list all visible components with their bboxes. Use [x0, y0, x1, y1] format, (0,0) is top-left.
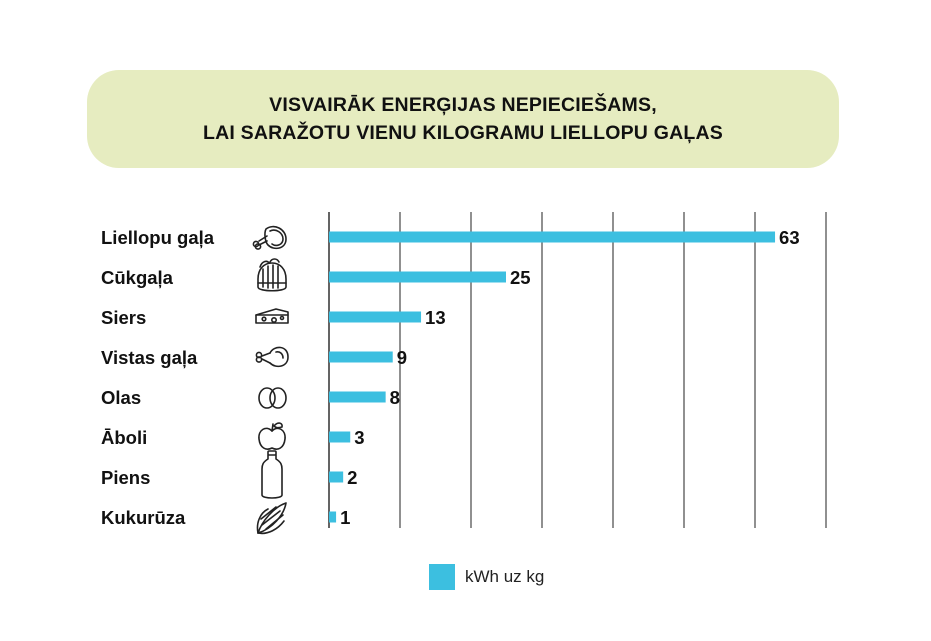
title-banner: VISVAIRĀK ENERĢIJAS NEPIECIEŠAMS, LAI SA… [87, 70, 839, 168]
bar [329, 471, 344, 483]
title-line-1: VISVAIRĀK ENERĢIJAS NEPIECIEŠAMS, [269, 94, 657, 116]
apple-icon [258, 422, 286, 450]
category-label: Vistas gaļa [101, 347, 198, 368]
legend-swatch [429, 564, 455, 590]
category-label: Āboli [101, 427, 147, 448]
value-label: 3 [354, 427, 364, 448]
legend-label: kWh uz kg [465, 567, 545, 586]
bar [329, 311, 422, 323]
category-label: Siers [101, 307, 146, 328]
category-label: Kukurūza [101, 507, 186, 528]
value-label: 9 [397, 347, 407, 368]
value-label: 63 [779, 227, 800, 248]
eggs-icon [258, 387, 287, 409]
bar [329, 351, 393, 363]
corn-icon [256, 502, 287, 535]
value-label: 2 [347, 467, 357, 488]
value-label: 1 [340, 507, 350, 528]
bar [329, 391, 386, 403]
value-label: 25 [510, 267, 531, 288]
pork-ribs-icon [257, 258, 287, 292]
value-label: 8 [390, 387, 400, 408]
chicken-leg-icon [255, 346, 289, 368]
bar [329, 231, 776, 243]
cheese-icon [255, 308, 289, 324]
value-label: 13 [425, 307, 446, 328]
category-label: Cūkgaļa [101, 267, 174, 288]
bar [329, 271, 506, 283]
milk-bottle-icon [261, 450, 283, 499]
chart-legend: kWh uz kg [429, 564, 544, 590]
title-line-2: LAI SARAŽOTU VIENU KILOGRAMU LIELLOPU GA… [203, 122, 723, 144]
category-label: Piens [101, 467, 150, 488]
bar [329, 511, 337, 523]
category-label: Olas [101, 387, 141, 408]
category-label: Liellopu gaļa [101, 227, 215, 248]
bar [329, 431, 351, 443]
meat-leg-icon [252, 225, 287, 250]
